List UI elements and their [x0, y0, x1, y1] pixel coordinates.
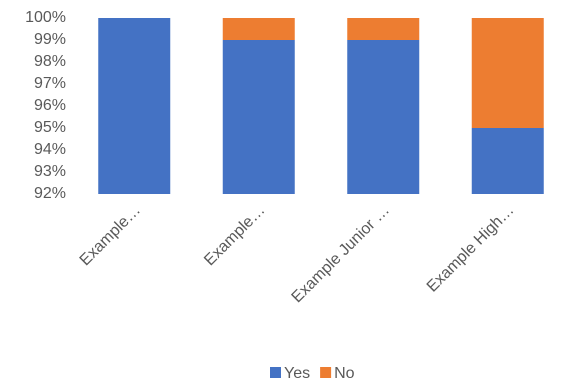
- bar-segment: [347, 18, 420, 40]
- legend-label: No: [334, 365, 355, 382]
- x-tick-label: Example High…: [424, 202, 518, 296]
- y-tick-label: 94%: [34, 141, 66, 158]
- y-tick-label: 97%: [34, 75, 66, 92]
- bar-segment: [222, 40, 295, 194]
- bar-segment: [347, 40, 420, 194]
- bar-segment: [222, 18, 295, 40]
- bar-segment: [471, 18, 544, 128]
- y-tick-label: 98%: [34, 53, 66, 70]
- y-tick-label: 100%: [25, 9, 66, 26]
- y-tick-label: 93%: [34, 163, 66, 180]
- legend-swatch: [270, 367, 281, 378]
- bar-segment: [98, 18, 171, 194]
- x-tick-label: Example…: [77, 202, 144, 269]
- y-tick-label: 96%: [34, 97, 66, 114]
- x-tick-label: Example Junior …: [289, 202, 393, 306]
- y-tick-label: 95%: [34, 119, 66, 136]
- y-tick-label: 92%: [34, 185, 66, 202]
- legend-label: Yes: [284, 365, 310, 382]
- y-tick-label: 99%: [34, 31, 66, 48]
- bar-segment: [471, 128, 544, 194]
- x-tick-label: Example…: [201, 202, 268, 269]
- legend-swatch: [320, 367, 332, 378]
